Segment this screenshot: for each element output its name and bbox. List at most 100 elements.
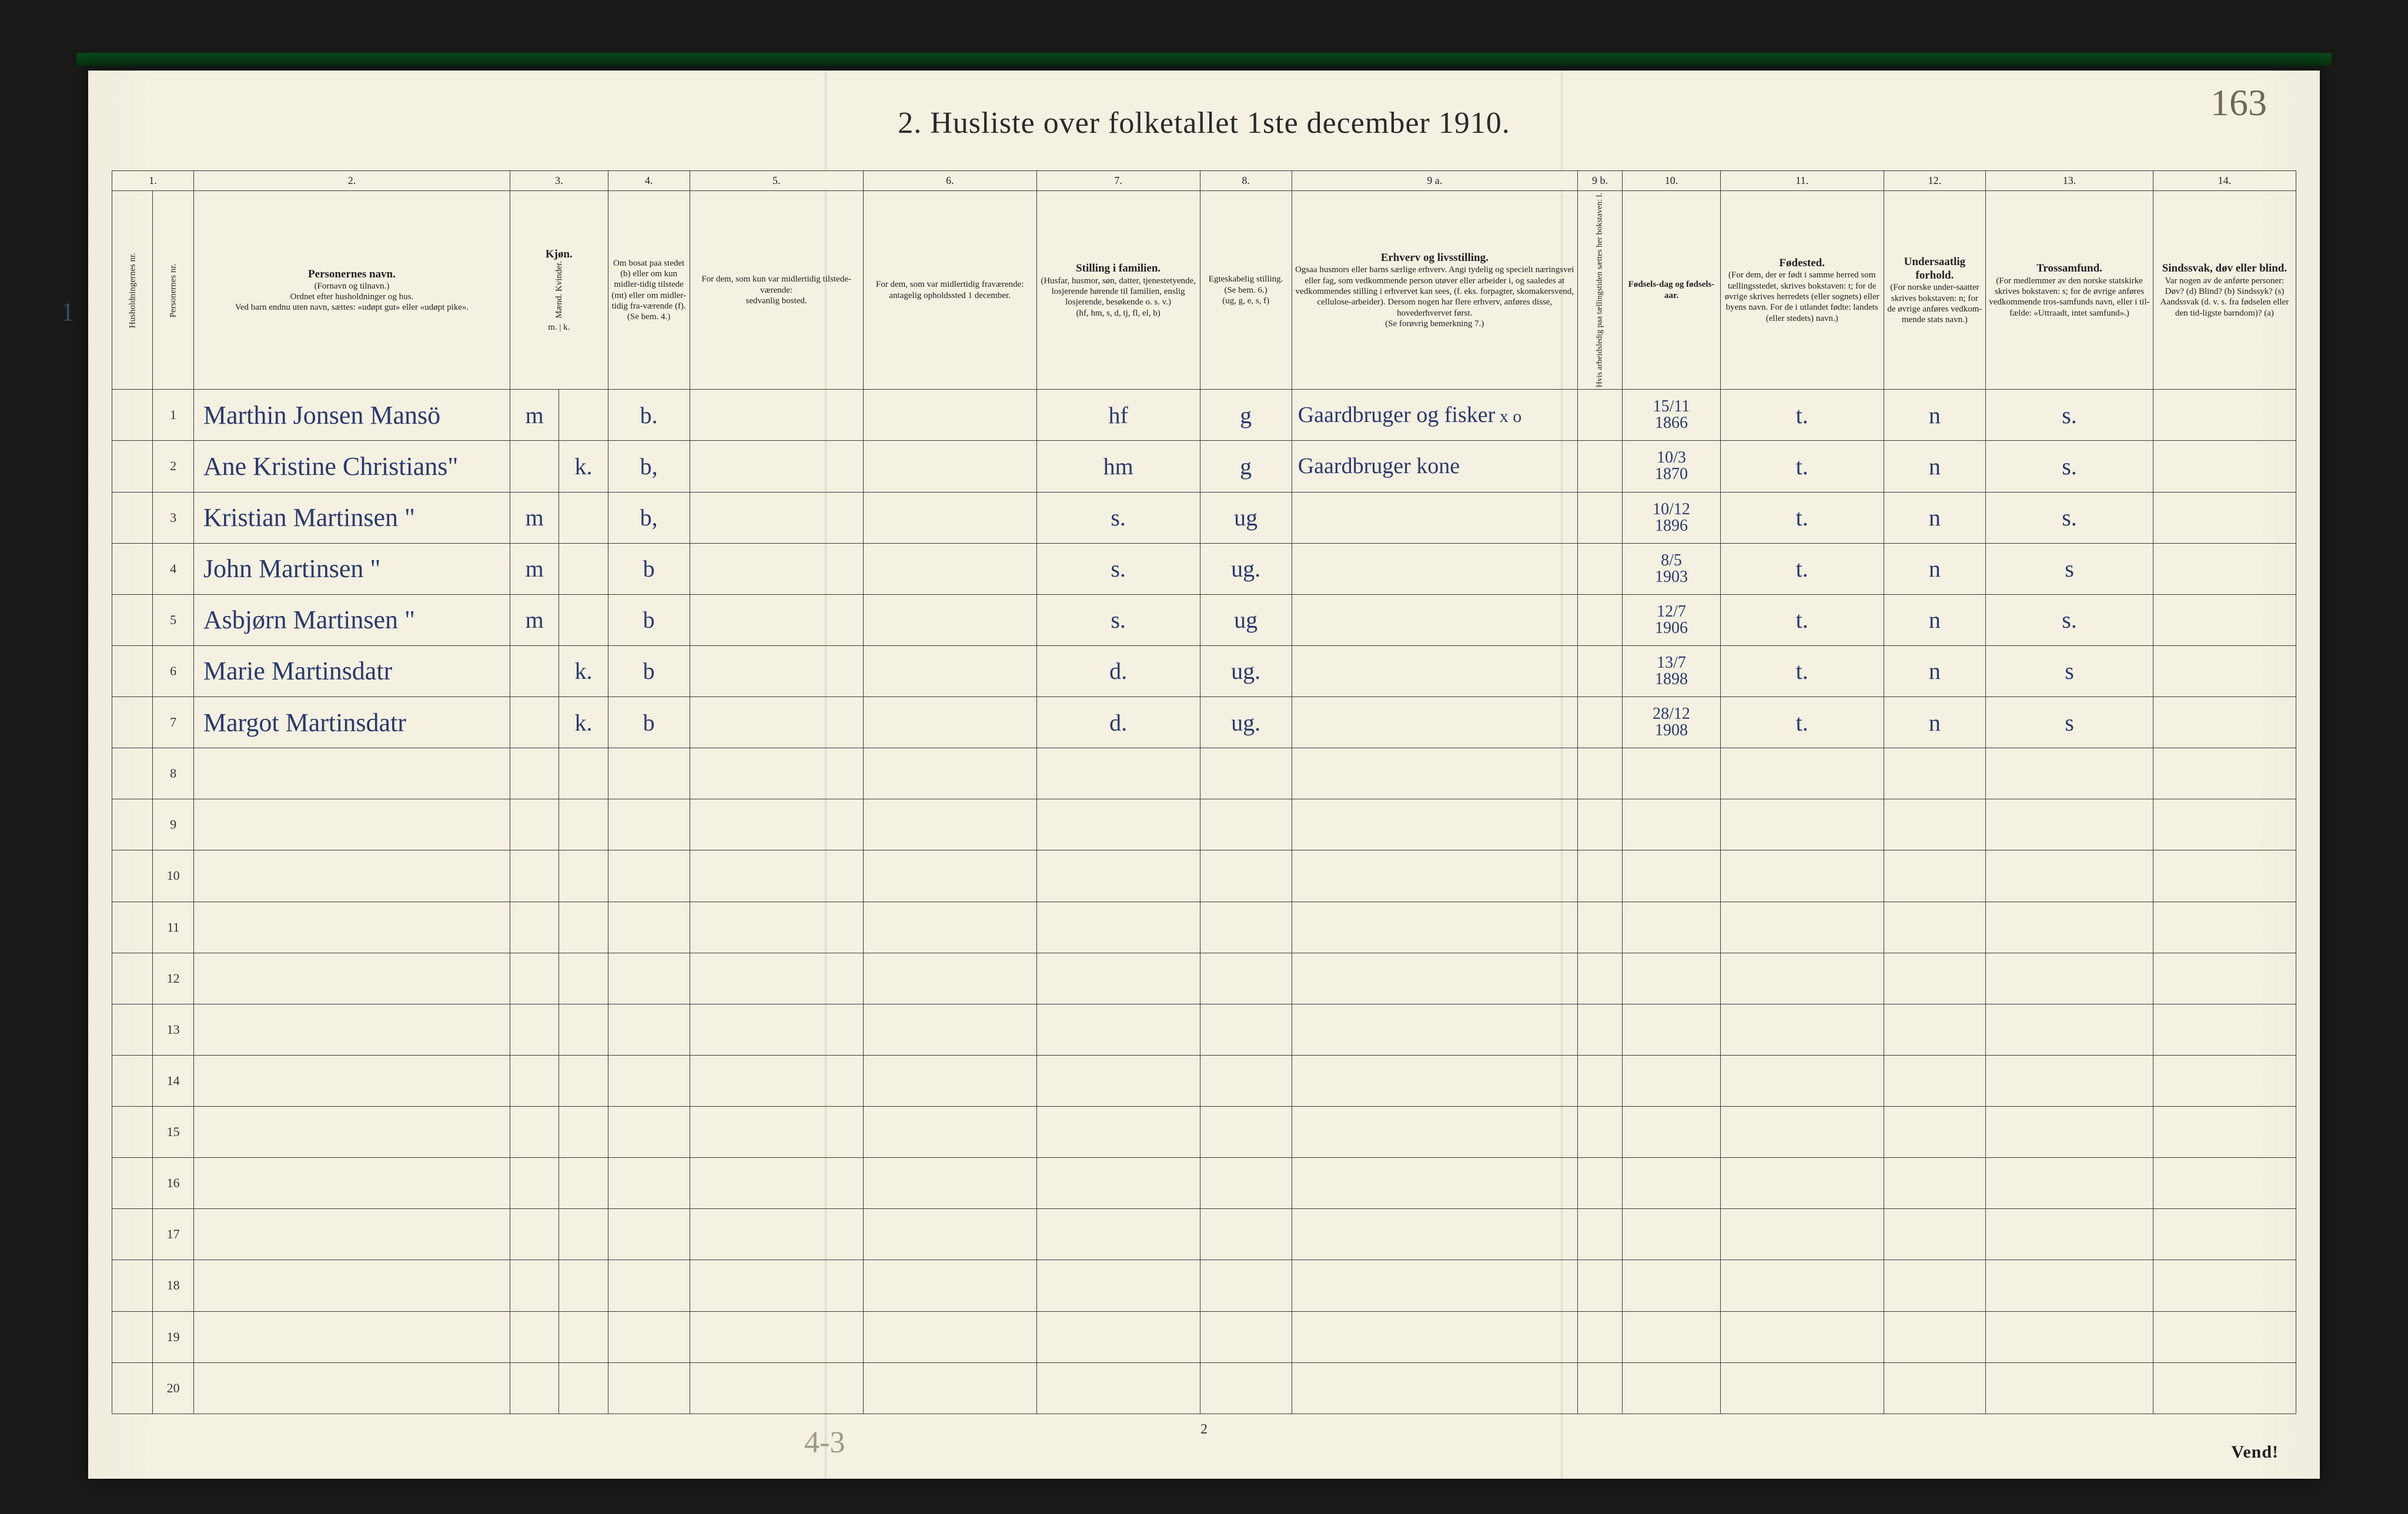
- cell: [1986, 799, 2153, 850]
- cell: [690, 1158, 863, 1209]
- cell: [1623, 748, 1721, 799]
- occupation-cell: [1292, 492, 1577, 543]
- cell: [559, 1055, 608, 1106]
- cell: 8: [153, 748, 193, 799]
- table-row: 4John Martinsen "mbs.ug.8/51903t.ns: [112, 543, 2296, 594]
- cell: [559, 850, 608, 902]
- cell: [193, 1260, 510, 1311]
- cell: 13: [153, 1004, 193, 1055]
- cell: [559, 1260, 608, 1311]
- temp-present-cell: [690, 492, 863, 543]
- sex-m-cell: [510, 645, 559, 696]
- cell: [608, 1362, 690, 1413]
- hdr-c14-sub2: Døv? (d) Blind? (b) Sindssyk? (s) Aandss…: [2156, 286, 2293, 319]
- cell: [2153, 902, 2296, 953]
- religion-cell: s.: [1986, 441, 2153, 492]
- cell: [193, 1004, 510, 1055]
- cell: [510, 1004, 559, 1055]
- table-row: 14: [112, 1055, 2296, 1106]
- hdr-birthplace: Fødested. (For dem, der er født i samme …: [1720, 191, 1884, 390]
- temp-present-cell: [690, 543, 863, 594]
- table-row: 19: [112, 1311, 2296, 1362]
- cell: [510, 1158, 559, 1209]
- hdr-sex: Kjøn. Mænd. Kvinder. m. | k.: [510, 191, 608, 390]
- cell: [608, 953, 690, 1004]
- sex-m-cell: m: [510, 594, 559, 645]
- cell: [1577, 1311, 1622, 1362]
- hdr-sex-sub: Mænd. Kvinder.: [554, 261, 564, 319]
- cell: [1577, 1209, 1622, 1260]
- cell: [1577, 1107, 1622, 1158]
- household-no-cell: [112, 441, 153, 492]
- disability-cell: [2153, 697, 2296, 748]
- hdr-c5-sub: sedvanlig bosted.: [693, 296, 860, 306]
- temp-absent-cell: [863, 492, 1036, 543]
- birthplace-cell: t.: [1720, 697, 1884, 748]
- colnum-12: 12.: [1884, 171, 1986, 191]
- cell: [1036, 1107, 1200, 1158]
- religion-cell: s.: [1986, 492, 2153, 543]
- cell: [1200, 1107, 1292, 1158]
- nationality-cell: n: [1884, 441, 1986, 492]
- cell: [559, 1362, 608, 1413]
- hdr-c11-sub1: (For dem, der er født i samme herred som…: [1724, 270, 1881, 323]
- cell: [1292, 1209, 1577, 1260]
- cell: [1577, 1055, 1622, 1106]
- table-row: 8: [112, 748, 2296, 799]
- table-row: 5Asbjørn Martinsen "mbs.ug12/71906t.ns.: [112, 594, 2296, 645]
- cell: [1884, 1107, 1986, 1158]
- colnum-14: 14.: [2153, 171, 2296, 191]
- cell: [1623, 1158, 1721, 1209]
- hdr-occupation: Erhverv og livsstilling. Ogsaa husmors e…: [1292, 191, 1577, 390]
- cell: [193, 748, 510, 799]
- temp-present-cell: [690, 390, 863, 441]
- table-row: 18: [112, 1260, 2296, 1311]
- cell: [1986, 1055, 2153, 1106]
- temp-absent-cell: [863, 594, 1036, 645]
- cell: [510, 748, 559, 799]
- cell: [1884, 902, 1986, 953]
- name-cell: Margot Martinsdatr: [193, 697, 510, 748]
- cell: [2153, 1260, 2296, 1311]
- sex-m-cell: [510, 697, 559, 748]
- cell: [1036, 953, 1200, 1004]
- cell: 15: [153, 1107, 193, 1158]
- hdr-unemployed: Hvis arbeidsledig paa tællingstiden sætt…: [1577, 191, 1622, 390]
- family-position-cell: s.: [1036, 594, 1200, 645]
- unemployed-cell: [1577, 645, 1622, 696]
- cell: [510, 1311, 559, 1362]
- cell: [1577, 1260, 1622, 1311]
- hdr-temp-absent: For dem, som var midlertidig fraværende:…: [863, 191, 1036, 390]
- residence-cell: b: [608, 697, 690, 748]
- occupation-cell: Gaardbruger kone: [1292, 441, 1577, 492]
- cell: [863, 1107, 1036, 1158]
- cell: [1200, 799, 1292, 850]
- cell: [608, 1311, 690, 1362]
- nationality-cell: n: [1884, 697, 1986, 748]
- cell: [559, 953, 608, 1004]
- cell: [1292, 1362, 1577, 1413]
- cell: [1292, 1260, 1577, 1311]
- cell: [559, 1311, 608, 1362]
- person-no-cell: 5: [153, 594, 193, 645]
- cell: [559, 799, 608, 850]
- name-cell: Marthin Jonsen Mansö: [193, 390, 510, 441]
- cell: [510, 850, 559, 902]
- cell: [1720, 1260, 1884, 1311]
- birthdate-cell: 15/111866: [1623, 390, 1721, 441]
- colnum-9a: 9 a.: [1292, 171, 1577, 191]
- marital-cell: ug.: [1200, 645, 1292, 696]
- cell: [1036, 748, 1200, 799]
- cell: [193, 1209, 510, 1260]
- cell: [608, 1209, 690, 1260]
- hdr-c11-main: Fødested.: [1724, 256, 1881, 270]
- cell: [1292, 902, 1577, 953]
- residence-cell: b: [608, 645, 690, 696]
- cell: [112, 748, 153, 799]
- colnum-3: 3.: [510, 171, 608, 191]
- household-no-cell: [112, 543, 153, 594]
- cell: [1200, 1209, 1292, 1260]
- cell: [193, 953, 510, 1004]
- birthplace-cell: t.: [1720, 543, 1884, 594]
- cell: [112, 850, 153, 902]
